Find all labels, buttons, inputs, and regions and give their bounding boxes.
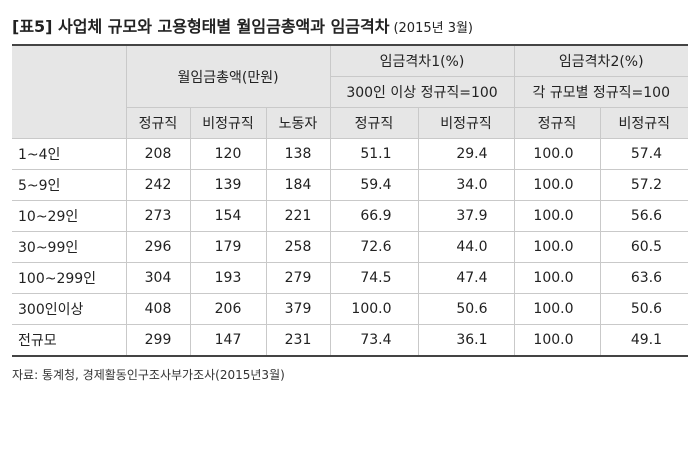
table-title: [표5] 사업체 규모와 고용형태별 월임금총액과 임금격차 (2015년 3월) bbox=[12, 12, 473, 42]
row-label: 30~99인 bbox=[12, 231, 127, 263]
top-rule bbox=[12, 44, 688, 46]
gap2-regular-cell: 100.0 bbox=[513, 169, 601, 201]
gap1-regular-cell: 73.4 bbox=[329, 324, 419, 357]
gap1-regular-cell: 100.0 bbox=[329, 293, 419, 325]
wage-irregular-cell: 120 bbox=[189, 138, 267, 170]
wage-regular-cell: 299 bbox=[125, 324, 191, 357]
header-gap2-regular: 정규직 bbox=[513, 107, 601, 139]
gap1-irregular-cell: 34.0 bbox=[417, 169, 515, 201]
wage-irregular-cell: 154 bbox=[189, 200, 267, 232]
gap2-regular-cell: 100.0 bbox=[513, 262, 601, 294]
table-row: 10~29인 273 154 221 66.9 37.9 100.0 56.6 bbox=[12, 200, 688, 232]
table-row: 5~9인 242 139 184 59.4 34.0 100.0 57.2 bbox=[12, 169, 688, 201]
gap1-regular-cell: 66.9 bbox=[329, 200, 419, 232]
gap1-irregular-cell: 50.6 bbox=[417, 293, 515, 325]
row-label: 1~4인 bbox=[12, 138, 127, 170]
wage-worker-cell: 279 bbox=[265, 262, 331, 294]
wage-worker-cell: 184 bbox=[265, 169, 331, 201]
table-row: 1~4인 208 120 138 51.1 29.4 100.0 57.4 bbox=[12, 138, 688, 170]
row-label: 5~9인 bbox=[12, 169, 127, 201]
row-label: 300인이상 bbox=[12, 293, 127, 325]
gap2-regular-cell: 100.0 bbox=[513, 293, 601, 325]
wage-table: 월임금총액(만원) 임금격차1(%) 임금격차2(%) 300인 이상 정규직=… bbox=[12, 46, 688, 357]
row-label: 전규모 bbox=[12, 324, 127, 357]
wage-regular-cell: 296 bbox=[125, 231, 191, 263]
wage-irregular-cell: 139 bbox=[189, 169, 267, 201]
wage-irregular-cell: 206 bbox=[189, 293, 267, 325]
gap2-irregular-cell: 57.2 bbox=[599, 169, 688, 201]
wage-irregular-cell: 193 bbox=[189, 262, 267, 294]
row-label: 10~29인 bbox=[12, 200, 127, 232]
gap1-regular-cell: 51.1 bbox=[329, 138, 419, 170]
header-gap1-regular: 정규직 bbox=[329, 107, 419, 139]
gap1-irregular-cell: 37.9 bbox=[417, 200, 515, 232]
header-gap1-sub: 300인 이상 정규직=100 bbox=[329, 76, 515, 108]
header-wage-regular: 정규직 bbox=[125, 107, 191, 139]
wage-regular-cell: 304 bbox=[125, 262, 191, 294]
wage-worker-cell: 221 bbox=[265, 200, 331, 232]
gap2-irregular-cell: 49.1 bbox=[599, 324, 688, 357]
header-corner bbox=[12, 46, 127, 139]
gap1-regular-cell: 59.4 bbox=[329, 169, 419, 201]
wage-regular-cell: 273 bbox=[125, 200, 191, 232]
gap2-irregular-cell: 60.5 bbox=[599, 231, 688, 263]
gap1-irregular-cell: 29.4 bbox=[417, 138, 515, 170]
gap2-irregular-cell: 57.4 bbox=[599, 138, 688, 170]
wage-worker-cell: 138 bbox=[265, 138, 331, 170]
header-wage-worker: 노동자 bbox=[265, 107, 331, 139]
gap2-regular-cell: 100.0 bbox=[513, 324, 601, 357]
gap1-irregular-cell: 36.1 bbox=[417, 324, 515, 357]
wage-worker-cell: 258 bbox=[265, 231, 331, 263]
gap2-regular-cell: 100.0 bbox=[513, 200, 601, 232]
gap2-irregular-cell: 56.6 bbox=[599, 200, 688, 232]
wage-worker-cell: 231 bbox=[265, 324, 331, 357]
wage-regular-cell: 242 bbox=[125, 169, 191, 201]
row-label: 100~299인 bbox=[12, 262, 127, 294]
gap2-irregular-cell: 63.6 bbox=[599, 262, 688, 294]
table-row: 전규모 299 147 231 73.4 36.1 100.0 49.1 bbox=[12, 324, 688, 357]
header-wage-group: 월임금총액(만원) bbox=[125, 46, 331, 108]
gap1-irregular-cell: 47.4 bbox=[417, 262, 515, 294]
gap1-irregular-cell: 44.0 bbox=[417, 231, 515, 263]
wage-irregular-cell: 147 bbox=[189, 324, 267, 357]
table-row: 30~99인 296 179 258 72.6 44.0 100.0 60.5 bbox=[12, 231, 688, 263]
header-wage-irregular: 비정규직 bbox=[189, 107, 267, 139]
table-row: 100~299인 304 193 279 74.5 47.4 100.0 63.… bbox=[12, 262, 688, 294]
table-title-date: (2015년 3월) bbox=[393, 21, 474, 36]
gap1-regular-cell: 74.5 bbox=[329, 262, 419, 294]
gap1-regular-cell: 72.6 bbox=[329, 231, 419, 263]
gap2-regular-cell: 100.0 bbox=[513, 231, 601, 263]
wage-irregular-cell: 179 bbox=[189, 231, 267, 263]
header-gap2-sub: 각 규모별 정규직=100 bbox=[513, 76, 688, 108]
table-title-main: [표5] 사업체 규모와 고용형태별 월임금총액과 임금격차 bbox=[12, 17, 390, 36]
wage-worker-cell: 379 bbox=[265, 293, 331, 325]
source-note: 자료: 통계청, 경제활동인구조사부가조사(2015년3월) bbox=[12, 368, 285, 382]
wage-regular-cell: 208 bbox=[125, 138, 191, 170]
header-gap2-group: 임금격차2(%) bbox=[513, 46, 688, 77]
header-gap1-irregular: 비정규직 bbox=[417, 107, 515, 139]
table-row: 300인이상 408 206 379 100.0 50.6 100.0 50.6 bbox=[12, 293, 688, 325]
wage-regular-cell: 408 bbox=[125, 293, 191, 325]
header-gap2-irregular: 비정규직 bbox=[599, 107, 688, 139]
gap2-regular-cell: 100.0 bbox=[513, 138, 601, 170]
gap2-irregular-cell: 50.6 bbox=[599, 293, 688, 325]
header-gap1-group: 임금격차1(%) bbox=[329, 46, 515, 77]
